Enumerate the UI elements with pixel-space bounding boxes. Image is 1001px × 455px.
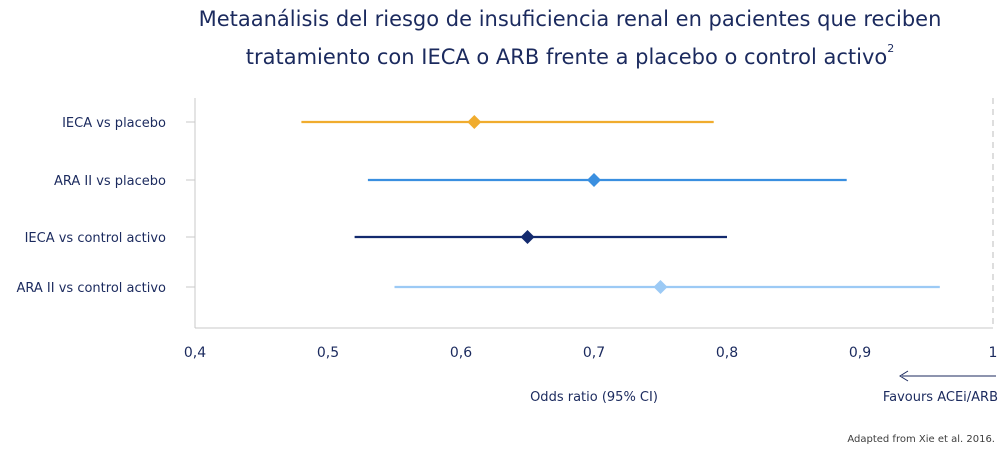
row-label: ARA II vs control activo <box>17 281 167 296</box>
estimate-marker <box>520 230 535 244</box>
chart-title-line-2: tratamiento con IECA o ARB frente a plac… <box>245 42 895 69</box>
source-note: Adapted from Xie et al. 2016. <box>847 434 995 445</box>
x-axis-label: Odds ratio (95% CI) <box>530 390 658 405</box>
x-tick-label: 0,5 <box>317 345 339 361</box>
rows-group: IECA vs placebo ARA II vs placebo IECA vs … <box>17 115 940 296</box>
title-superscript: 2 <box>887 42 895 55</box>
x-tick-label: 0,4 <box>184 345 206 361</box>
axes-group: 0,4 0,5 0,6 0,7 0,8 0,9 1 <box>184 98 998 361</box>
row-label: IECA vs control activo <box>25 231 166 246</box>
x-tick-label: 0,7 <box>583 345 605 361</box>
estimate-marker <box>587 173 601 187</box>
x-tick-label: 0,6 <box>450 345 472 361</box>
favours-annotation: Favours ACEi/ARB <box>883 370 998 405</box>
chart-title-line-1: Metaanálisis del riesgo de insuficiencia… <box>198 7 942 31</box>
x-tick-label: 0,8 <box>716 345 738 361</box>
favours-label: Favours ACEi/ARB <box>883 390 998 405</box>
estimate-marker <box>653 280 668 294</box>
x-tick-label: 0,9 <box>849 345 871 361</box>
row-label: ARA II vs placebo <box>54 174 166 189</box>
estimate-marker <box>467 115 482 129</box>
favours-arrow-head-icon <box>899 370 909 382</box>
x-tick-label: 1 <box>989 345 998 361</box>
row-label: IECA vs placebo <box>62 116 166 131</box>
